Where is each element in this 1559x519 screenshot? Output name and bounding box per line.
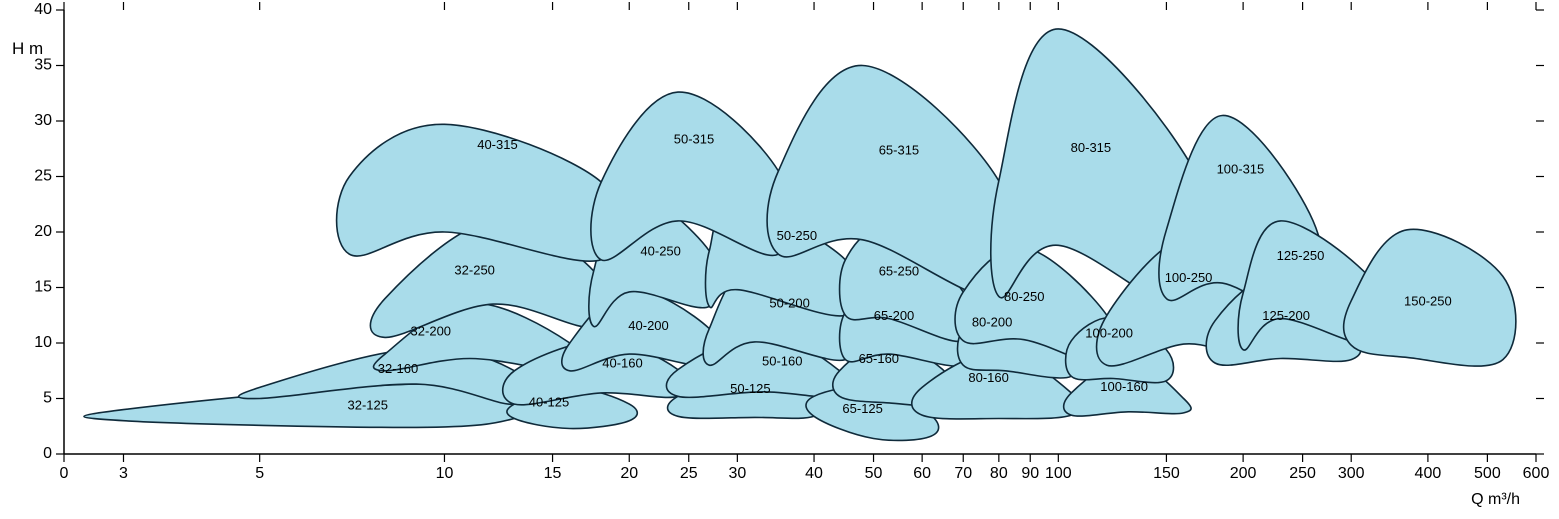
region-label-40-250: 40-250 bbox=[640, 243, 680, 258]
x-tick-label: 500 bbox=[1474, 465, 1501, 482]
x-tick-label: 20 bbox=[620, 465, 638, 482]
x-tick-label: 5 bbox=[255, 465, 264, 482]
region-label-150-250: 150-250 bbox=[1404, 293, 1452, 308]
y-tick-label: 0 bbox=[43, 445, 52, 462]
region-label-100-160: 100-160 bbox=[1100, 379, 1148, 394]
x-tick-label: 40 bbox=[805, 465, 823, 482]
chart-svg: 32-125 32-160 32-200 32-250 40-125 40-160 40-2… bbox=[0, 0, 1559, 514]
region-label-40-315: 40-315 bbox=[477, 137, 517, 152]
region-label-50-200: 50-200 bbox=[769, 296, 809, 311]
x-tick-label: 0 bbox=[60, 465, 69, 482]
region-label-50-160: 50-160 bbox=[762, 353, 802, 368]
x-tick-label: 3 bbox=[119, 465, 128, 482]
region-label-80-160: 80-160 bbox=[968, 370, 1008, 385]
y-tick-label: 10 bbox=[34, 334, 52, 351]
x-axis-label: Q m³/h bbox=[1471, 491, 1520, 508]
y-tick-label: 40 bbox=[34, 1, 52, 18]
y-tick-label: 30 bbox=[34, 112, 52, 129]
region-label-50-315: 50-315 bbox=[674, 131, 714, 146]
pump-coverage-chart: 32-125 32-160 32-200 32-250 40-125 40-160 40-2… bbox=[0, 0, 1559, 514]
y-tick-label: 25 bbox=[34, 168, 52, 185]
y-axis-label: H m bbox=[12, 39, 43, 58]
region-label-50-125: 50-125 bbox=[730, 381, 770, 396]
region-label-65-250: 65-250 bbox=[879, 263, 919, 278]
x-tick-label: 600 bbox=[1523, 465, 1550, 482]
x-tick-label: 15 bbox=[544, 465, 562, 482]
x-tick-label: 80 bbox=[990, 465, 1008, 482]
y-tick-label: 35 bbox=[34, 57, 52, 74]
region-label-65-315: 65-315 bbox=[879, 142, 919, 157]
y-tick-label: 15 bbox=[34, 279, 52, 296]
region-label-50-250: 50-250 bbox=[777, 228, 817, 243]
x-tick-label: 100 bbox=[1045, 465, 1072, 482]
region-label-80-200: 80-200 bbox=[972, 314, 1012, 329]
x-tick-label: 70 bbox=[954, 465, 972, 482]
region-label-65-160: 65-160 bbox=[859, 351, 899, 366]
region-label-40-200: 40-200 bbox=[628, 318, 668, 333]
region-label-40-125: 40-125 bbox=[529, 394, 569, 409]
region-label-32-125: 32-125 bbox=[348, 398, 388, 413]
y-tick-label: 20 bbox=[34, 223, 52, 240]
x-tick-label: 200 bbox=[1230, 465, 1257, 482]
region-label-65-125: 65-125 bbox=[842, 401, 882, 416]
region-label-100-250: 100-250 bbox=[1165, 270, 1213, 285]
region-label-40-160: 40-160 bbox=[602, 356, 642, 371]
x-tick-label: 50 bbox=[865, 465, 883, 482]
x-tick-label: 250 bbox=[1289, 465, 1316, 482]
x-tick-label: 60 bbox=[913, 465, 931, 482]
region-label-32-250: 32-250 bbox=[454, 262, 494, 277]
x-tick-label: 25 bbox=[680, 465, 698, 482]
region-label-32-160: 32-160 bbox=[378, 361, 418, 376]
x-tick-label: 30 bbox=[728, 465, 746, 482]
x-tick-label: 150 bbox=[1153, 465, 1180, 482]
x-tick-label: 300 bbox=[1338, 465, 1365, 482]
x-tick-label: 400 bbox=[1415, 465, 1442, 482]
region-label-80-250: 80-250 bbox=[1004, 289, 1044, 304]
region-label-32-200: 32-200 bbox=[411, 323, 451, 338]
region-label-125-200: 125-200 bbox=[1262, 308, 1310, 323]
region-label-100-200: 100-200 bbox=[1085, 326, 1133, 341]
x-tick-label: 10 bbox=[436, 465, 454, 482]
x-tick-label: 90 bbox=[1021, 465, 1039, 482]
region-label-100-315: 100-315 bbox=[1217, 161, 1265, 176]
y-tick-label: 5 bbox=[43, 390, 52, 407]
region-label-80-315: 80-315 bbox=[1071, 140, 1111, 155]
region-label-65-200: 65-200 bbox=[874, 308, 914, 323]
region-label-125-250: 125-250 bbox=[1277, 248, 1325, 263]
